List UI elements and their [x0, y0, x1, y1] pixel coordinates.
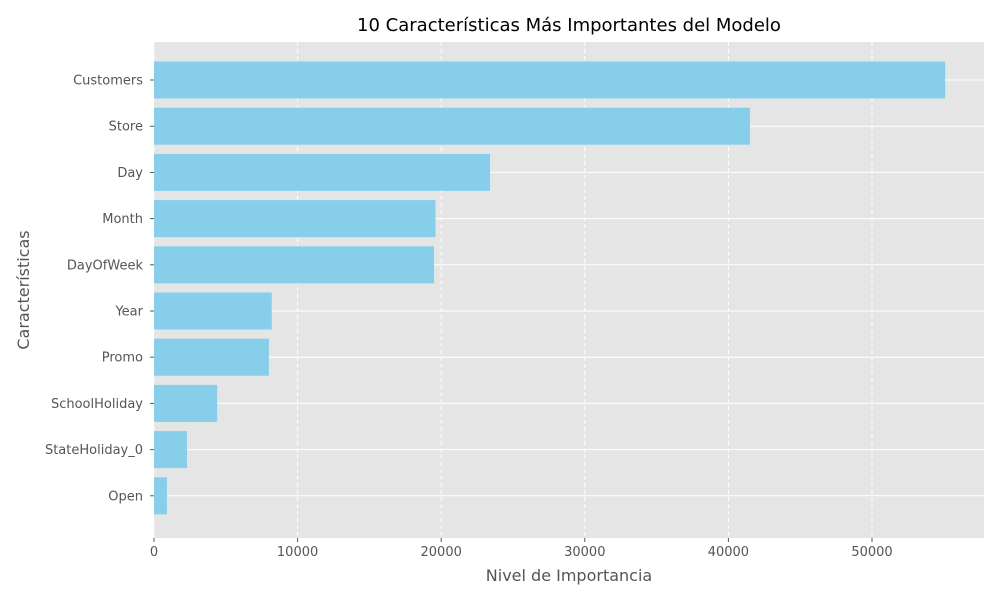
- x-axis-label: Nivel de Importancia: [486, 566, 652, 585]
- x-tick-label: 50000: [851, 545, 892, 560]
- bar-month: [154, 200, 436, 238]
- y-tick-label: StateHoliday_0: [45, 443, 143, 458]
- x-tick-label: 30000: [564, 545, 605, 560]
- bar-stateholiday-0: [154, 431, 188, 469]
- bar-year: [154, 292, 272, 330]
- x-tick-label: 20000: [421, 545, 462, 560]
- bar-promo: [154, 338, 269, 376]
- bar-day: [154, 153, 491, 191]
- y-tick-label: SchoolHoliday: [51, 397, 143, 412]
- y-tick-label: DayOfWeek: [67, 258, 144, 273]
- y-axis-ticks: Customers Store Day Month DayOfWeek Year Promo…: [45, 74, 154, 504]
- y-tick-label: Month: [102, 212, 143, 227]
- bar-store: [154, 107, 750, 145]
- y-tick-label: Year: [114, 305, 143, 320]
- y-tick-label: Day: [117, 166, 143, 181]
- bars: [154, 61, 946, 515]
- bar-open: [154, 477, 167, 515]
- y-axis-label: Características: [14, 230, 33, 349]
- y-tick-label: Store: [109, 120, 143, 135]
- y-tick-label: Customers: [73, 74, 143, 89]
- x-axis-ticks: 0 10000 20000 30000 40000 50000: [150, 538, 893, 560]
- bar-dayofweek: [154, 246, 435, 284]
- bar-schoolholiday: [154, 384, 218, 422]
- y-tick-label: Promo: [102, 351, 143, 366]
- x-tick-label: 0: [150, 545, 158, 560]
- bar-customers: [154, 61, 946, 99]
- chart-title: 10 Características Más Importantes del M…: [357, 15, 781, 36]
- x-tick-label: 10000: [277, 545, 318, 560]
- x-tick-label: 40000: [708, 545, 749, 560]
- y-tick-label: Open: [108, 489, 143, 504]
